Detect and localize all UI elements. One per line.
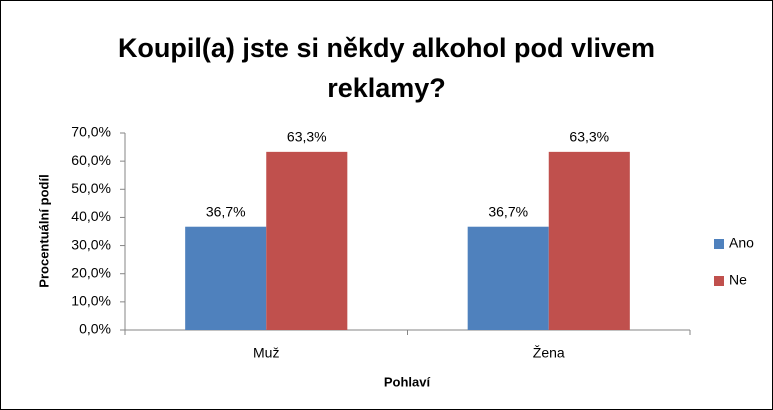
y-tick-label: 20,0% (71, 264, 111, 280)
x-axis-title: Pohlaví (384, 374, 431, 389)
value-label: 36,7% (206, 203, 246, 219)
legend-label: Ano (729, 235, 754, 251)
y-tick-label: 70,0% (71, 124, 111, 140)
x-tick-label: Muž (253, 345, 279, 361)
bar (185, 226, 267, 330)
y-tick-label: 30,0% (71, 236, 111, 252)
bar (266, 151, 348, 330)
y-tick-label: 60,0% (71, 152, 111, 168)
value-label: 63,3% (569, 129, 609, 145)
x-tick-label: Žena (533, 345, 565, 361)
value-label: 63,3% (287, 129, 327, 145)
legend-swatch (714, 239, 724, 249)
y-tick-label: 0,0% (79, 321, 111, 337)
y-tick-label: 40,0% (71, 208, 111, 224)
y-tick-label: 10,0% (71, 293, 111, 309)
bar (467, 226, 549, 330)
legend-label: Ne (729, 272, 747, 288)
value-label: 36,7% (488, 203, 528, 219)
legend-swatch (714, 276, 724, 286)
y-tick-label: 50,0% (71, 180, 111, 196)
y-axis-title: Procentuální podíl (36, 174, 51, 287)
chart-title: Koupil(a) jste si někdy alkohol pod vliv… (117, 33, 656, 103)
bar (548, 151, 630, 330)
